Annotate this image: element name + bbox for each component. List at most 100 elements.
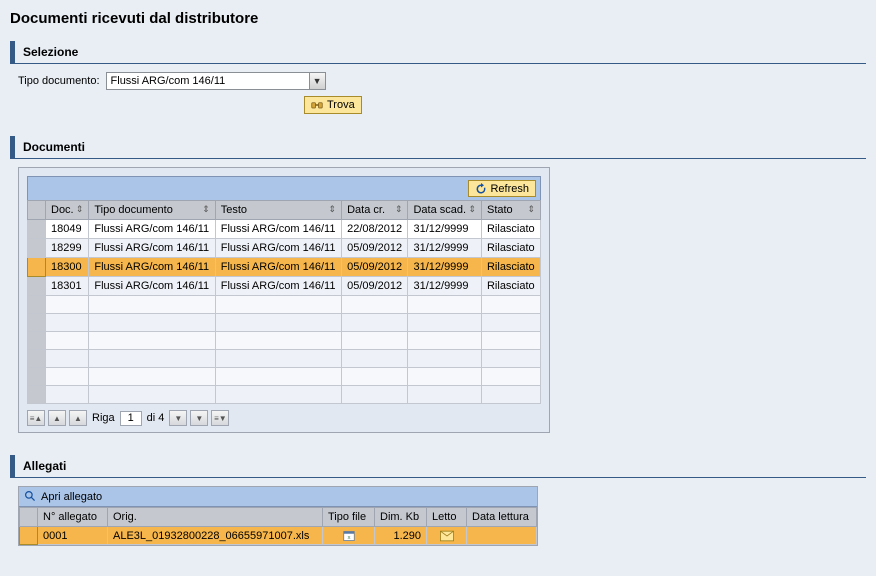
cell-testo: Flussi ARG/com 146/11 xyxy=(215,220,341,239)
col-letto[interactable]: Letto xyxy=(427,508,467,527)
table-row[interactable]: 18301Flussi ARG/com 146/11Flussi ARG/com… xyxy=(28,277,541,296)
table-row-empty xyxy=(28,314,541,332)
cell-data-scad: 31/12/9999 xyxy=(408,258,482,277)
cell-doc: 18299 xyxy=(46,239,89,258)
magnifier-icon xyxy=(24,490,37,503)
find-button[interactable]: Trova xyxy=(304,96,362,114)
sort-icon[interactable]: ⇕ xyxy=(468,204,476,215)
col-selector xyxy=(20,508,38,527)
cell-orig: ALE3L_01932800228_06655971007.xls xyxy=(108,527,323,545)
pager-input[interactable] xyxy=(120,411,142,426)
svg-text:X: X xyxy=(347,535,350,540)
table-row[interactable]: 18300Flussi ARG/com 146/11Flussi ARG/com… xyxy=(28,258,541,277)
table-row-empty xyxy=(28,368,541,386)
cell-doc: 18301 xyxy=(46,277,89,296)
row-handle[interactable] xyxy=(28,239,46,258)
cell-stato: Rilasciato xyxy=(481,258,540,277)
col-stato[interactable]: Stato⇕ xyxy=(481,201,540,220)
documenti-toolbar: Refresh xyxy=(27,176,541,200)
open-attachment-button[interactable]: Apri allegato xyxy=(19,487,537,507)
cell-tipo-file[interactable]: X xyxy=(323,527,375,545)
find-button-label: Trova xyxy=(327,99,355,111)
cell-tipo: Flussi ARG/com 146/11 xyxy=(89,258,215,277)
cell-dim: 1.290 xyxy=(375,527,427,545)
pager-page-up[interactable]: ▲ xyxy=(48,410,66,426)
chevron-down-icon[interactable]: ▼ xyxy=(309,73,325,89)
cell-testo: Flussi ARG/com 146/11 xyxy=(215,239,341,258)
cell-letto[interactable] xyxy=(427,527,467,545)
cell-data-scad: 31/12/9999 xyxy=(408,239,482,258)
col-tipo[interactable]: Tipo documento⇕ xyxy=(89,201,215,220)
cell-data-scad: 31/12/9999 xyxy=(408,277,482,296)
table-row-empty xyxy=(28,386,541,404)
section-allegati: Allegati Apri allegato N° allegato Orig.… xyxy=(10,455,866,554)
pager-next[interactable]: ▼ xyxy=(169,410,187,426)
refresh-button[interactable]: Refresh xyxy=(468,180,536,197)
sort-icon[interactable]: ⇕ xyxy=(202,204,210,215)
tipo-documento-dropdown[interactable]: Flussi ARG/com 146/11 ▼ xyxy=(106,72,326,90)
col-tipo-file[interactable]: Tipo file xyxy=(323,508,375,527)
col-orig[interactable]: Orig. xyxy=(108,508,323,527)
refresh-label: Refresh xyxy=(490,183,529,195)
cell-data-cr: 05/09/2012 xyxy=(342,239,408,258)
cell-stato: Rilasciato xyxy=(481,277,540,296)
section-documenti: Documenti Refresh Doc.⇕ Tipo documento⇕ … xyxy=(10,136,866,441)
row-handle[interactable] xyxy=(28,258,46,277)
cell-tipo: Flussi ARG/com 146/11 xyxy=(89,220,215,239)
cell-data-cr: 05/09/2012 xyxy=(342,277,408,296)
row-handle[interactable] xyxy=(28,277,46,296)
tipo-documento-label: Tipo documento: xyxy=(18,75,100,87)
table-row-empty xyxy=(28,350,541,368)
cell-stato: Rilasciato xyxy=(481,239,540,258)
col-data-scad[interactable]: Data scad.⇕ xyxy=(408,201,482,220)
cell-tipo: Flussi ARG/com 146/11 xyxy=(89,239,215,258)
xls-icon: X xyxy=(342,530,356,542)
table-row[interactable]: 18049Flussi ARG/com 146/11Flussi ARG/com… xyxy=(28,220,541,239)
col-testo[interactable]: Testo⇕ xyxy=(215,201,341,220)
documenti-table: Doc.⇕ Tipo documento⇕ Testo⇕ Data cr.⇕ D… xyxy=(27,200,541,404)
col-selector xyxy=(28,201,46,220)
cell-doc: 18049 xyxy=(46,220,89,239)
col-dim[interactable]: Dim. Kb xyxy=(375,508,427,527)
sort-icon[interactable]: ⇕ xyxy=(329,204,337,215)
refresh-icon xyxy=(475,183,487,195)
pager-label-riga: Riga xyxy=(92,412,115,424)
cell-data-cr: 05/09/2012 xyxy=(342,258,408,277)
cell-tipo: Flussi ARG/com 146/11 xyxy=(89,277,215,296)
pager-last[interactable]: ≡▼ xyxy=(211,410,229,426)
section-selezione: Selezione Tipo documento: Flussi ARG/com… xyxy=(10,41,866,122)
pager-label-di: di 4 xyxy=(147,412,165,424)
pager: ≡▲ ▲ ▲ Riga di 4 ▼ ▼ ≡▼ xyxy=(27,410,541,426)
section-header-documenti: Documenti xyxy=(10,136,866,159)
allegati-table: N° allegato Orig. Tipo file Dim. Kb Lett… xyxy=(19,507,537,545)
table-row-empty xyxy=(28,296,541,314)
page-title: Documenti ricevuti dal distributore xyxy=(10,10,866,27)
col-data-cr[interactable]: Data cr.⇕ xyxy=(342,201,408,220)
pager-first[interactable]: ≡▲ xyxy=(27,410,45,426)
pager-prev[interactable]: ▲ xyxy=(69,410,87,426)
cell-doc: 18300 xyxy=(46,258,89,277)
table-row[interactable]: 18299Flussi ARG/com 146/11Flussi ARG/com… xyxy=(28,239,541,258)
mail-icon xyxy=(440,530,454,542)
cell-data-cr: 22/08/2012 xyxy=(342,220,408,239)
col-doc[interactable]: Doc.⇕ xyxy=(46,201,89,220)
table-row-empty xyxy=(28,332,541,350)
sort-icon[interactable]: ⇕ xyxy=(395,204,403,215)
row-handle[interactable] xyxy=(28,220,46,239)
tipo-documento-value: Flussi ARG/com 146/11 xyxy=(107,75,309,87)
cell-data-lettura xyxy=(467,527,537,545)
section-header-allegati: Allegati xyxy=(10,455,866,478)
sort-icon[interactable]: ⇕ xyxy=(76,204,84,215)
pager-page-down[interactable]: ▼ xyxy=(190,410,208,426)
open-attachment-label: Apri allegato xyxy=(41,491,102,503)
cell-testo: Flussi ARG/com 146/11 xyxy=(215,258,341,277)
col-num[interactable]: N° allegato xyxy=(38,508,108,527)
cell-stato: Rilasciato xyxy=(481,220,540,239)
binoculars-icon xyxy=(311,99,323,111)
cell-num: 0001 xyxy=(38,527,108,545)
row-handle[interactable] xyxy=(20,527,38,545)
cell-data-scad: 31/12/9999 xyxy=(408,220,482,239)
table-row[interactable]: 0001ALE3L_01932800228_06655971007.xls X 1.… xyxy=(20,527,537,545)
sort-icon[interactable]: ⇕ xyxy=(527,204,535,215)
col-data-lettura[interactable]: Data lettura xyxy=(467,508,537,527)
